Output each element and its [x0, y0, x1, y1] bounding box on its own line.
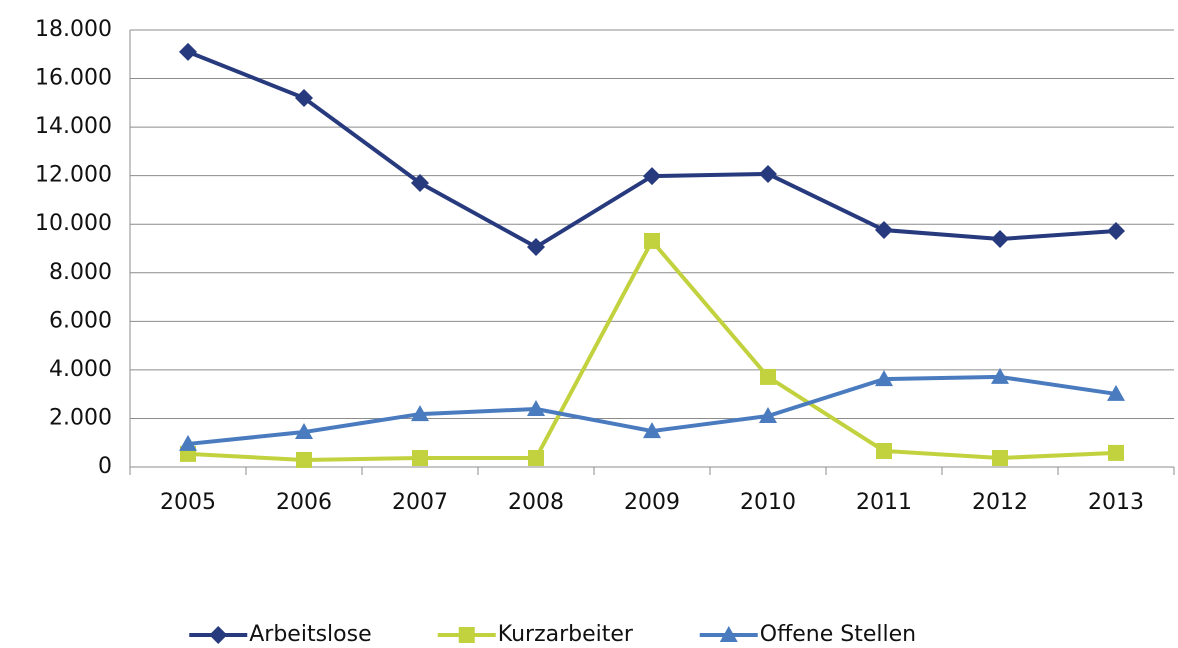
marker: [644, 232, 660, 249]
marker: [295, 423, 313, 440]
x-tick-label: 2010: [740, 490, 796, 515]
series-line: [187, 49, 1117, 250]
marker: [411, 173, 429, 192]
marker: [458, 627, 475, 643]
marker: [296, 451, 312, 468]
x-tick-label: 2008: [508, 490, 564, 515]
legend-label: Arbeitslose: [249, 622, 371, 647]
y-tick-label: 10.000: [35, 211, 112, 236]
marker: [719, 626, 738, 642]
marker: [527, 399, 545, 416]
y-tick-label: 2.000: [49, 405, 112, 430]
marker: [759, 164, 777, 183]
marker: [411, 405, 429, 422]
marker: [295, 88, 313, 107]
x-tick-label: 2005: [160, 490, 216, 515]
marker: [992, 450, 1008, 467]
marker: [876, 442, 892, 459]
y-tick-label: 12.000: [35, 163, 112, 188]
marker: [991, 367, 1009, 384]
y-tick-label: 16.000: [35, 66, 112, 91]
legend-label: Kurzarbeiter: [498, 622, 634, 647]
x-tick-label: 2012: [972, 490, 1028, 515]
marker: [875, 221, 893, 240]
y-tick-label: 8.000: [49, 260, 112, 285]
marker: [643, 422, 661, 439]
y-tick-label: 18.000: [35, 17, 112, 42]
x-tick-label: 2009: [624, 490, 680, 515]
marker: [179, 434, 197, 451]
marker: [1107, 222, 1125, 241]
y-tick-label: 0: [98, 454, 112, 479]
y-tick-label: 6.000: [49, 308, 112, 333]
marker: [209, 626, 228, 644]
marker: [179, 42, 197, 61]
y-tick-label: 4.000: [49, 357, 112, 382]
x-tick-label: 2007: [392, 490, 448, 515]
marker: [759, 407, 777, 424]
marker: [528, 450, 544, 467]
y-tick-label: 14.000: [35, 114, 112, 139]
legend-label: Offene Stellen: [760, 622, 916, 647]
marker: [527, 238, 545, 257]
x-tick-label: 2006: [276, 490, 332, 515]
marker: [412, 450, 428, 467]
marker: [991, 230, 1009, 249]
marker: [1108, 444, 1124, 461]
legend: Arbeitslose Kurzarbeiter Offene Stellen: [189, 622, 916, 647]
marker: [643, 167, 661, 186]
marker: [1107, 384, 1125, 401]
x-tick-label: 2013: [1088, 490, 1144, 515]
marker: [760, 368, 776, 385]
marker: [875, 370, 893, 387]
x-tick-label: 2011: [856, 490, 912, 515]
